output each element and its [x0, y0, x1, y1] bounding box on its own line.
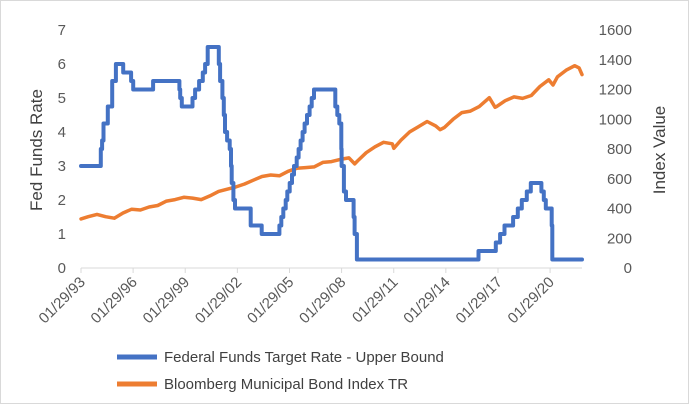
left-tick-label: 5: [58, 90, 66, 107]
right-axis-title: Index Value: [650, 106, 669, 195]
x-axis-tickmarks: [80, 268, 551, 273]
legend: Federal Funds Target Rate - Upper Bound …: [117, 349, 444, 393]
x-axis-ticks: 01/29/9301/29/9601/29/9901/29/0201/29/05…: [36, 274, 558, 327]
right-tick-label: 800: [607, 141, 632, 158]
x-tick-label: 01/29/93: [36, 274, 89, 327]
x-tick-label: 01/29/96: [88, 274, 141, 327]
left-tick-label: 6: [58, 56, 66, 73]
right-tick-label: 400: [607, 201, 632, 218]
x-tick-label: 01/29/99: [140, 274, 193, 327]
right-tick-label: 600: [607, 171, 632, 188]
series-line-muni-index: [79, 63, 584, 221]
series-layer: [79, 45, 584, 262]
right-tick-label: 0: [624, 260, 632, 277]
right-tick-label: 1000: [599, 111, 632, 128]
x-tick-label: 01/29/08: [296, 274, 349, 327]
left-tick-label: 4: [58, 124, 66, 141]
right-axis-ticks: 0 200 400 600 800 1000 1200 1400 1600: [599, 22, 632, 277]
left-tick-label: 0: [58, 260, 66, 277]
left-axis-title: Fed Funds Rate: [27, 89, 46, 211]
x-tick-label: 01/29/02: [192, 274, 245, 327]
legend-label-muni-index: Bloomberg Municipal Bond Index TR: [164, 376, 408, 393]
x-tick-label: 01/29/05: [244, 274, 297, 327]
right-tick-label: 200: [607, 230, 632, 247]
x-tick-label: 01/29/17: [453, 274, 506, 327]
series-line-fed-funds: [79, 45, 584, 262]
right-tick-label: 1200: [599, 82, 632, 99]
left-axis-ticks: 0 1 2 3 4 5 6 7: [58, 22, 66, 277]
x-tick-label: 01/29/11: [349, 274, 402, 327]
x-tick-label: 01/29/14: [400, 274, 453, 327]
left-tick-label: 3: [58, 158, 66, 175]
left-tick-label: 2: [58, 192, 66, 209]
right-tick-label: 1400: [599, 52, 632, 69]
left-tick-label: 1: [58, 226, 66, 243]
x-tick-label: 01/29/20: [505, 274, 558, 327]
left-tick-label: 7: [58, 22, 66, 39]
legend-label-fed-funds: Federal Funds Target Rate - Upper Bound: [164, 349, 444, 366]
right-tick-label: 1600: [599, 22, 632, 39]
